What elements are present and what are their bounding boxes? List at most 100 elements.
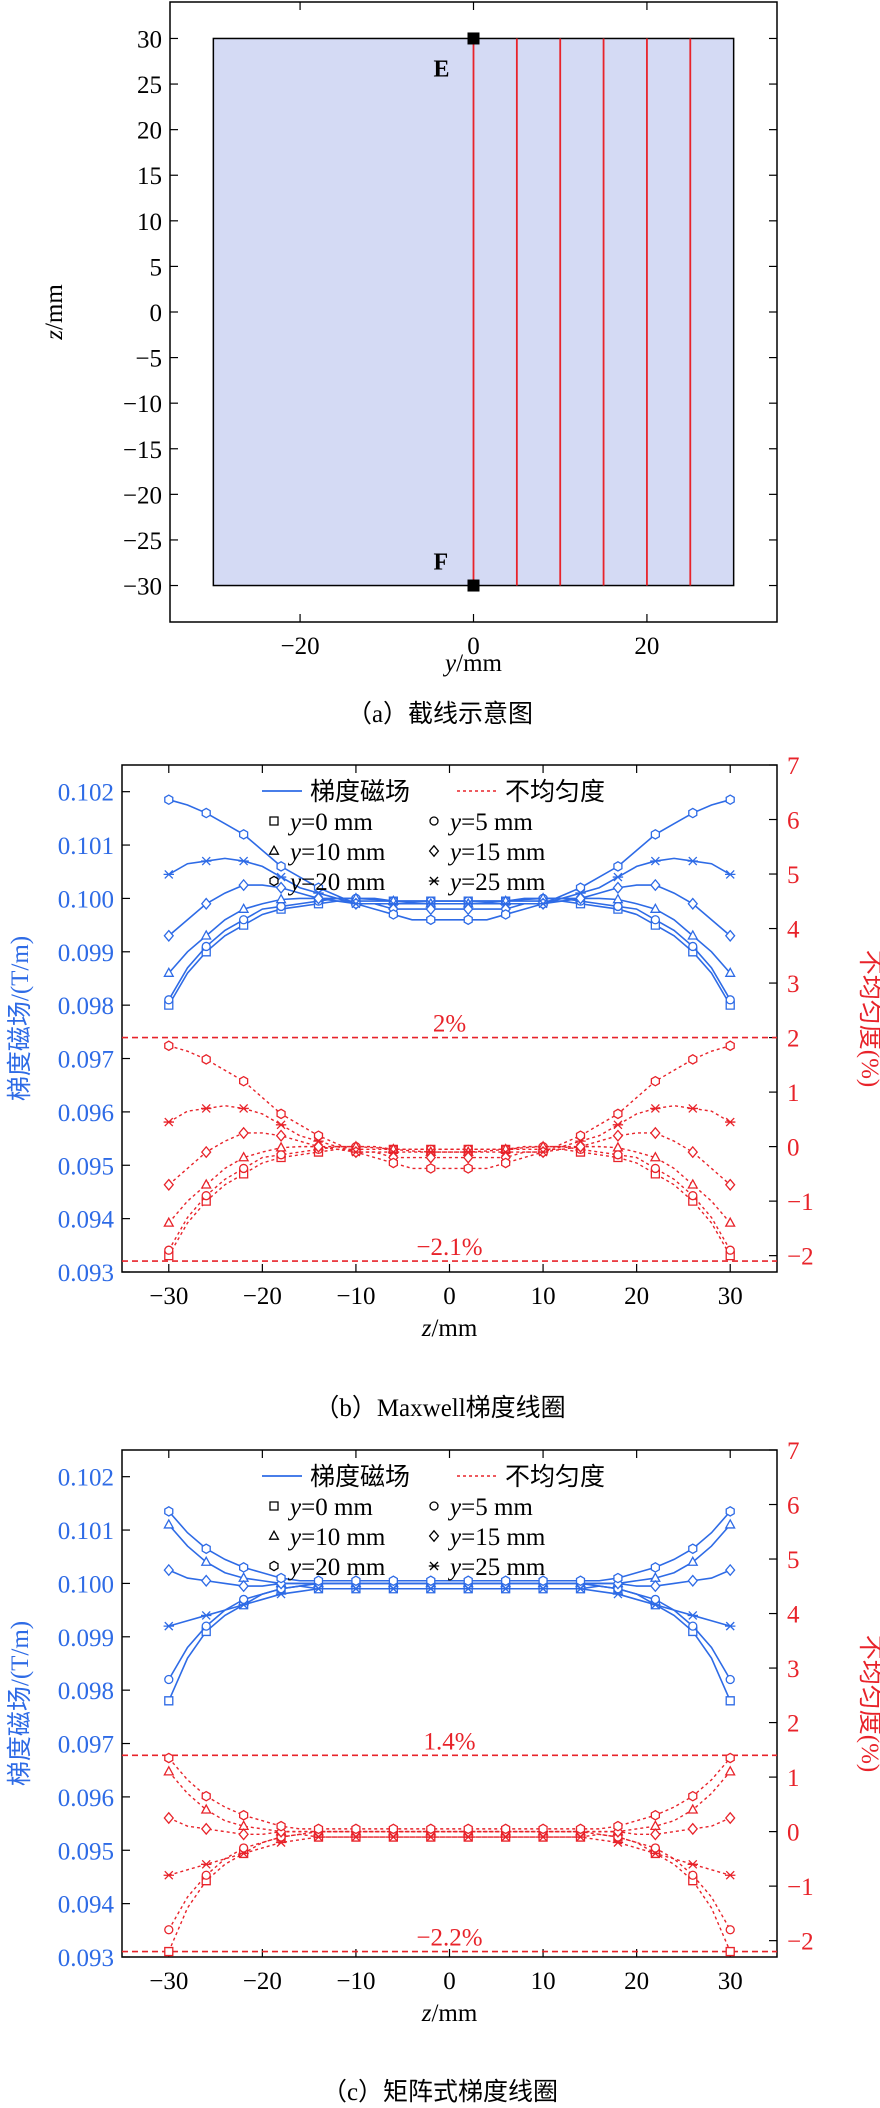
x-axis-label: y/mm xyxy=(442,650,503,677)
legend-series-label: y=0 mm xyxy=(287,1494,373,1521)
legend-marker xyxy=(268,844,280,855)
nonuniformity-series-line xyxy=(168,1145,731,1224)
nonuniformity-data-point xyxy=(724,1216,736,1227)
x-tick-label: 0 xyxy=(467,633,480,660)
right-y-tick-label: 1 xyxy=(787,1080,800,1107)
nonuniformity-data-point xyxy=(650,1075,660,1087)
nonuniformity-data-point xyxy=(612,1129,624,1142)
field-data-point xyxy=(200,1574,212,1587)
nonuniformity-data-point xyxy=(238,1126,249,1140)
field-data-point xyxy=(612,1589,624,1599)
nonuniformity-data-point xyxy=(612,1141,624,1152)
nonuniformity-data-point xyxy=(687,1103,698,1113)
x-tick-label: 20 xyxy=(624,1283,649,1310)
nonuniformity-data-point xyxy=(276,1820,286,1832)
field-data-point xyxy=(425,1584,436,1594)
caption-b: （b）Maxwell梯度线圈 xyxy=(314,1395,566,1422)
field-data-point xyxy=(275,893,287,904)
field-data-point xyxy=(725,794,735,806)
nonuniformity-data-point xyxy=(538,1823,548,1835)
field-data-point xyxy=(613,901,623,912)
field-data-point xyxy=(239,829,249,840)
nonuniformity-data-point xyxy=(725,1752,735,1764)
y-tick-label: −25 xyxy=(123,528,162,555)
legend-nonuniformity-label: 不均匀度 xyxy=(505,778,605,806)
reference-line-label: 1.4% xyxy=(423,1728,475,1755)
left-y-axis-label: 梯度磁场/(T/m) xyxy=(6,1621,34,1786)
right-y-tick-label: 3 xyxy=(787,1656,800,1683)
field-data-point xyxy=(650,1562,660,1573)
field-data-point xyxy=(275,1589,287,1599)
x-tick-label: −20 xyxy=(243,1968,282,1995)
point-marker-F xyxy=(467,579,480,592)
field-data-point xyxy=(687,1555,699,1566)
nonuniformity-data-point xyxy=(425,1147,436,1157)
y-tick-label: 15 xyxy=(137,163,162,190)
nonuniformity-data-point xyxy=(725,1245,735,1255)
legend-series-label: y=20 mm xyxy=(287,869,386,896)
field-data-point xyxy=(612,872,624,882)
x-tick-label: 10 xyxy=(531,1968,556,1995)
nonuniformity-data-point xyxy=(650,1828,661,1841)
x-axis-label: z/mm xyxy=(421,1315,478,1342)
right-y-tick-label: −2 xyxy=(787,1244,814,1271)
field-series-line xyxy=(168,884,731,937)
nonuniformity-series-line xyxy=(168,1145,731,1251)
field-data-point xyxy=(612,893,624,904)
left-y-tick-label: 0.099 xyxy=(58,1625,114,1652)
nonuniformity-data-point xyxy=(612,1838,624,1847)
reference-line-label: −2.2% xyxy=(416,1925,482,1952)
legend-series-label: y=5 mm xyxy=(447,809,533,836)
field-data-point xyxy=(724,1518,736,1529)
right-y-tick-label: 0 xyxy=(787,1135,800,1162)
panel-a-section-diagram: E F 30 25 20 15 10 5 0 −5 −10 −15 −20 −25 −30 −20 0 20 y/m… xyxy=(41,1,778,677)
field-series-line xyxy=(168,798,731,921)
nonuniformity-data-point xyxy=(351,1823,361,1835)
nonuniformity-data-point xyxy=(163,1178,175,1191)
plot-frame xyxy=(121,1449,778,1958)
nonuniformity-data-point xyxy=(724,1765,736,1776)
right-y-tick-label: 5 xyxy=(787,1547,800,1574)
point-marker-E xyxy=(467,32,480,45)
nonuniformity-data-point xyxy=(238,1151,250,1162)
x-tick-label: 10 xyxy=(531,1283,556,1310)
legend-series-label: y=15 mm xyxy=(447,1524,546,1551)
nonuniformity-data-point xyxy=(537,1147,549,1157)
x-tick-label: −30 xyxy=(149,1283,188,1310)
right-y-tick-label: 7 xyxy=(787,753,800,780)
nonuniformity-data-point xyxy=(500,1147,511,1157)
nonuniformity-data-point xyxy=(725,1117,736,1127)
nonuniformity-data-point xyxy=(238,1848,249,1858)
right-y-tick-label: 4 xyxy=(787,917,800,944)
y-tick-label: −20 xyxy=(123,482,162,509)
field-data-point xyxy=(164,995,174,1005)
x-tick-label: 20 xyxy=(634,633,659,660)
field-series-line xyxy=(168,1569,731,1587)
nonuniformity-data-point xyxy=(388,1157,398,1169)
nonuniformity-data-point xyxy=(613,1150,623,1160)
nonuniformity-series-line xyxy=(168,1833,731,1952)
nonuniformity-series-line xyxy=(168,1045,731,1170)
nonuniformity-data-point xyxy=(164,1040,174,1052)
field-data-point xyxy=(537,1584,549,1594)
nonuniformity-data-point xyxy=(724,1811,736,1825)
right-y-tick-label: 0 xyxy=(787,1820,800,1847)
nonuniformity-data-point xyxy=(725,1870,736,1880)
nonuniformity-series-line xyxy=(168,1105,731,1153)
caption-c: （c）矩阵式梯度线圈 xyxy=(321,2079,559,2106)
legend-marker xyxy=(268,1529,280,1540)
x-tick-label: 0 xyxy=(443,1968,456,1995)
nonuniformity-data-point xyxy=(200,1822,212,1836)
field-data-point xyxy=(463,1584,474,1594)
nonuniformity-series-line xyxy=(168,1132,731,1186)
nonuniformity-data-point xyxy=(575,1136,586,1146)
nonuniformity-data-point xyxy=(725,1040,735,1052)
nonuniformity-data-point xyxy=(164,1946,174,1957)
nonuniformity-data-point xyxy=(501,1823,511,1835)
field-data-point xyxy=(201,1543,211,1555)
nonuniformity-data-point xyxy=(613,1820,623,1832)
field-data-point xyxy=(687,897,699,910)
field-data-point xyxy=(500,899,511,909)
legend-series-label: y=25 mm xyxy=(447,1554,546,1581)
legend-series-label: y=10 mm xyxy=(287,1524,386,1551)
